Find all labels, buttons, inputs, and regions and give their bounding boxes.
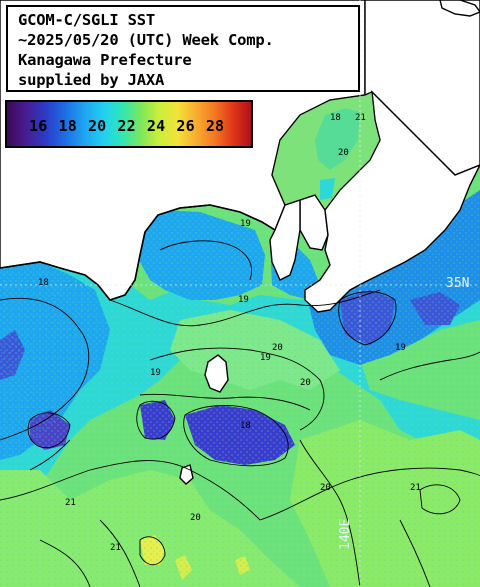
- contour-label: 19: [260, 353, 271, 363]
- legend-label: 22: [117, 117, 136, 135]
- contour-label: 19: [240, 219, 251, 229]
- legend-label: 24: [146, 117, 166, 135]
- legend-labels: 16 18 20 22 24 26 28: [29, 117, 235, 135]
- title-product: GCOM-C/SGLI SST: [18, 11, 155, 29]
- contour-label: 18: [240, 421, 251, 431]
- contour-label: 20: [272, 343, 283, 353]
- tokyo-bay-water: [271, 91, 381, 212]
- contour-label: 18: [38, 278, 49, 288]
- contour-labels: 18 19 20 21 19 20 21 18 19 20 21 19 18 2…: [38, 113, 421, 553]
- contour-label: 21: [65, 498, 76, 508]
- legend-label: 26: [176, 117, 195, 135]
- color-scale-legend: 16 18 20 22 24 26 28: [5, 100, 253, 148]
- contour-label: 21: [110, 543, 121, 553]
- contour-label: 21: [410, 483, 421, 493]
- contour-label: 20: [300, 378, 311, 388]
- title-date: ~2025/05/20 (UTC) Week Comp.: [18, 31, 274, 49]
- legend-label: 28: [205, 117, 225, 135]
- legend-label: 20: [87, 117, 107, 135]
- contour-label: 19: [150, 368, 161, 378]
- legend-label: 18: [58, 117, 77, 135]
- coastline: [0, 204, 276, 301]
- contour-label: 18: [330, 113, 341, 123]
- contour-label: 19: [238, 295, 249, 305]
- title-box: GCOM-C/SGLI SST ~2025/05/20 (UTC) Week C…: [6, 5, 360, 92]
- title-credit: supplied by JAXA: [18, 71, 165, 89]
- longitude-label: 140E: [338, 518, 353, 550]
- island: [204, 354, 229, 393]
- legend-label: 16: [29, 117, 48, 135]
- title-region: Kanagawa Prefecture: [18, 51, 192, 69]
- contour-label: 21: [355, 113, 366, 123]
- contour-label: 20: [320, 483, 331, 493]
- contour-label: 20: [338, 148, 349, 158]
- contour-label: 19: [395, 343, 406, 353]
- contour-label: 20: [190, 513, 201, 523]
- contour-lines: [0, 240, 480, 587]
- latitude-label: 35N: [446, 276, 470, 291]
